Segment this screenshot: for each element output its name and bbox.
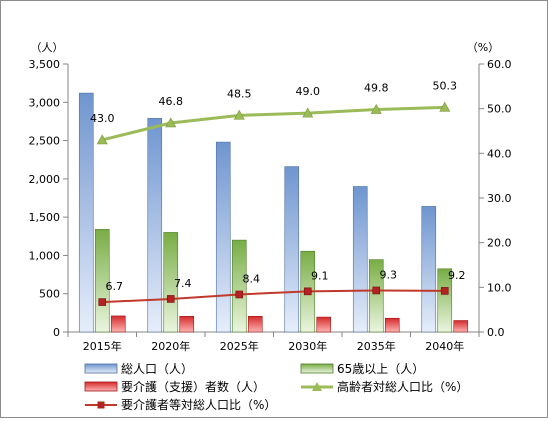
bar [78,92,94,333]
bar [215,141,231,333]
line-point [233,109,245,120]
left-axis-tick-label: 1,500 [29,211,61,224]
bar [163,232,179,333]
data-label: 50.3 [433,79,458,92]
line-point [98,298,107,306]
bar [437,268,453,333]
left-axis-tick-label: 0 [53,326,60,339]
bar [284,166,300,333]
line-point [440,287,449,295]
bar [384,317,400,333]
right-axis-tick-label: 60.0 [487,58,512,71]
bar [421,206,437,333]
x-axis-tick-label: 2025年 [220,339,259,353]
bar [247,316,263,333]
data-label: 6.7 [106,280,124,293]
left-axis-tick-label: 1,000 [29,249,61,262]
line-point [302,107,314,118]
legend-label: 65歳以上（人） [337,362,424,376]
data-label: 9.3 [380,268,398,281]
right-axis-tick-label: 40.0 [487,147,512,160]
left-axis-tick-label: 2,000 [29,173,61,186]
data-label: 7.4 [174,277,192,290]
legend-label: 要介護（支援）者数（人） [121,379,265,394]
data-label: 46.8 [159,95,184,108]
x-axis-tick-label: 2040年 [425,339,464,353]
data-label: 49.0 [296,85,321,98]
legend-label: 高齢者対総人口比（%） [337,379,468,394]
right-axis-unit: （%） [467,41,499,54]
right-axis-tick-label: 30.0 [487,192,512,205]
series-line [102,289,445,304]
legend-swatch [300,363,334,374]
data-label: 49.8 [364,82,389,95]
line-point [370,103,382,114]
left-axis-tick-label: 2,500 [29,135,61,148]
bar [352,186,368,333]
line-point [439,101,451,112]
legend-label: 要介護者等対総人口比（%） [121,397,276,412]
bar [231,239,247,333]
legend-marker [97,401,105,409]
bar [94,229,110,333]
line-point [96,134,108,145]
series-line [101,105,445,142]
x-axis-tick-label: 2030年 [288,339,327,353]
x-axis-tick-label: 2015年 [83,339,122,353]
bar [453,320,469,333]
legend-label: 総人口（人） [121,362,193,376]
left-axis-tick-label: 500 [39,288,60,301]
line-point [372,286,381,295]
data-label: 8.4 [243,272,261,285]
right-axis-tick-label: 0.0 [487,326,505,339]
legend-swatch [84,381,118,392]
bar [368,259,384,333]
line-point [166,295,175,303]
bar [110,315,126,333]
bar [316,316,332,333]
data-label: 43.0 [90,112,115,125]
bar [179,316,195,333]
line-point [303,287,312,296]
bar [147,118,163,333]
right-axis-tick-label: 10.0 [487,281,512,294]
right-axis-tick-label: 20.0 [487,237,512,250]
data-label: 48.5 [227,87,252,100]
plot-area: 0 500 1,000 1,500 2,000 2,500 3,000 3,500 0.0 10.… [29,41,512,353]
right-axis-tick-label: 50.0 [487,103,512,116]
x-axis-tick-label: 2035年 [357,339,396,353]
legend: 総人口（人） 65歳以上（人） 要介護（支援）者数（人） 高齢者対総人口比（%） 要介護… [84,362,468,412]
data-label: 9.2 [448,269,466,282]
left-axis-unit: （人） [31,41,64,54]
x-axis-tick-label: 2020年 [151,339,190,353]
line-point [235,290,244,299]
data-label: 9.1 [311,269,329,282]
line-point [165,117,177,128]
legend-marker [312,382,322,391]
legend-swatch [84,363,118,374]
left-axis-tick-label: 3,500 [29,58,61,71]
left-axis-tick-label: 3,000 [29,96,61,109]
